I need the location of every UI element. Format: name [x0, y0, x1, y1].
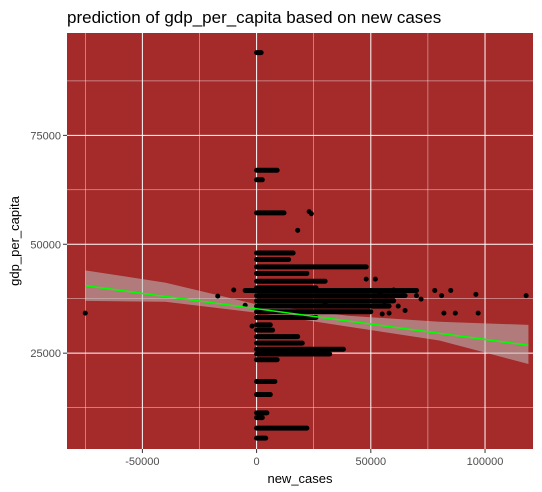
y-tick-label: 25000: [30, 348, 61, 360]
data-point: [452, 310, 458, 316]
data-point: [418, 296, 424, 302]
regression-line: [85, 284, 529, 347]
data-point: [377, 291, 383, 297]
y-axis-title: gdp_per_capita: [7, 195, 22, 285]
data-point: [231, 287, 237, 293]
data-point: [432, 287, 438, 293]
data-point: [448, 287, 454, 293]
data-point: [402, 307, 408, 313]
data-points: [82, 50, 529, 441]
x-axis-ticks: -50000 0 50000 100000: [125, 449, 503, 468]
data-point: [523, 293, 529, 299]
data-point: [82, 310, 88, 316]
data-point: [404, 287, 410, 293]
data-point: [439, 293, 445, 299]
data-point: [215, 293, 221, 299]
data-point: [379, 311, 385, 317]
data-point: [391, 287, 397, 293]
data-point: [441, 310, 447, 316]
plot-panel: [67, 33, 533, 449]
x-tick-label: -50000: [125, 456, 159, 468]
data-point: [475, 310, 481, 316]
data-point: [395, 303, 401, 309]
chart-title: prediction of gdp_per_capita based on ne…: [67, 8, 441, 27]
data-point: [308, 211, 314, 217]
x-tick-label: 100000: [467, 456, 504, 468]
y-tick-label: 75000: [30, 130, 61, 142]
data-point: [322, 300, 328, 306]
data-point: [386, 310, 392, 316]
data-point: [473, 291, 479, 297]
x-tick-label: 0: [254, 456, 260, 468]
x-tick-label: 50000: [356, 456, 387, 468]
x-axis-title: new_cases: [267, 471, 333, 486]
data-point: [382, 302, 388, 308]
data-point: [249, 323, 255, 329]
data-point: [363, 276, 369, 282]
y-tick-label: 50000: [30, 239, 61, 251]
data-point: [372, 276, 378, 282]
y-axis-ticks: 25000 50000 75000: [30, 130, 67, 360]
data-point: [295, 227, 301, 233]
data-point: [414, 293, 419, 299]
